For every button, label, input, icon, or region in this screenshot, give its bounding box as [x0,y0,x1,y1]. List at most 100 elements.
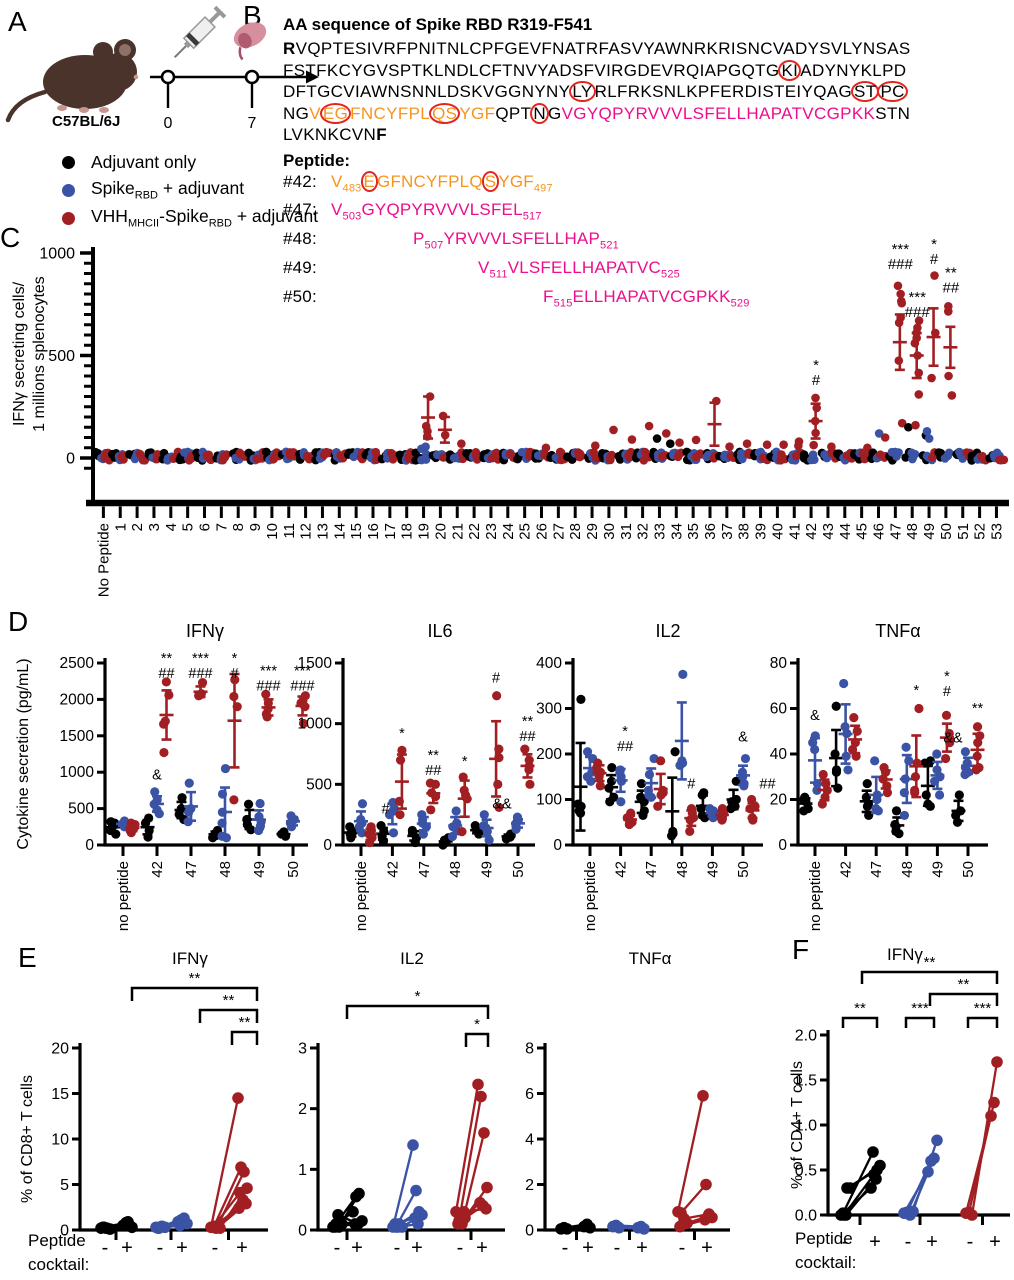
svg-text:***: *** [260,663,277,679]
svg-text:-: - [967,1231,974,1253]
svg-text:##: ## [943,280,960,297]
sequence-segment: YGF [459,103,496,123]
f-x-axis-row-label: Peptide cocktail: [795,1229,856,1272]
svg-text:cocktail:: cocktail: [795,1253,856,1272]
svg-text:42: 42 [613,861,630,878]
svg-text:500: 500 [68,801,94,818]
svg-text:% of CD4+ T cells: % of CD4+ T cells [789,1061,806,1189]
svg-text:+: + [236,1237,248,1259]
svg-text:49: 49 [921,523,938,540]
mouse-icon [5,39,139,123]
svg-text:25: 25 [517,523,534,540]
svg-text:1000: 1000 [298,716,333,733]
svg-text:+: + [582,1237,594,1259]
svg-text:*: * [622,724,628,740]
c-category-47 [885,281,907,465]
svg-text:15: 15 [348,523,365,540]
legend-dot-icon [62,183,75,197]
svg-text:0.0: 0.0 [795,1208,817,1225]
peptide-id: #42: [283,171,317,191]
timepoint-day7 [244,69,260,85]
svg-text:**: ** [223,992,235,1009]
svg-text:***: *** [911,1000,929,1017]
c-category-1 [108,448,129,465]
svg-text:48: 48 [447,861,464,878]
sequence-segment: V [309,103,321,123]
svg-text:###: ### [188,666,212,682]
svg-text:###: ### [256,678,280,694]
svg-text:47: 47 [643,861,660,878]
svg-text:18: 18 [399,523,416,540]
aa-sequence-block: RVQPTESIVRFPNITNLCPFGEVFNATRFASVYAWNRKRI… [283,38,1013,146]
c-category-35 [682,435,706,465]
svg-text:52: 52 [972,523,989,540]
svg-text:16: 16 [365,523,382,540]
timepoint-day0 [160,69,176,85]
svg-text:###: ### [888,256,914,273]
svg-text:-: - [679,1237,686,1259]
svg-text:#: # [230,666,238,682]
c-category-20 [428,411,452,463]
svg-text:-: - [157,1237,164,1259]
group-legend: Adjuvant only SpikeRBD + adjuvant VHHMHCII… [62,148,318,232]
c-category-7 [212,449,231,465]
c-category-33 [649,429,671,463]
circled-residues: S [481,170,500,192]
svg-text:0: 0 [553,837,562,854]
circled-residues: PC [877,81,908,102]
svg-text:11: 11 [281,523,298,539]
svg-text:0: 0 [60,1223,69,1240]
svg-text:#: # [930,251,939,268]
svg-text:cocktail:: cocktail: [28,1255,89,1274]
day7-label: 7 [248,115,257,132]
legend-item: VHHMHCII-SpikeRBD + adjuvant [62,204,318,232]
svg-text:0: 0 [525,1223,534,1240]
svg-text:34: 34 [668,523,685,540]
sequence-segment: V [478,258,490,278]
svg-text:+: + [121,1237,133,1259]
circled-residues: N [530,102,549,124]
svg-text:&: & [738,729,748,745]
sequence-segment: V [331,171,343,191]
peptide-sequence: V511VLSFELLHAPATVC525 [478,258,680,280]
svg-text:5: 5 [60,1177,69,1194]
mouse-tail [5,89,48,123]
sequence-segment: Adjuvant only [91,151,197,172]
panel-label-f: F [792,934,810,965]
svg-text:+: + [476,1237,488,1259]
svg-text:36: 36 [702,523,719,540]
legend-label: VHHMHCII-SpikeRBD + adjuvant [91,206,318,230]
svg-text:**: ** [958,976,970,993]
sequence-segment: 517 [522,210,542,223]
peptide-sequence: V483 E GFNCYFPLQ S YGF497 [331,170,553,194]
peptide-row: #50: F515ELLHAPATVCGPKK529 [283,286,1013,315]
svg-text:###: ### [290,678,314,694]
sequence-segment: RLFRKSNLKPFERDISTEIYQAG [594,82,853,101]
svg-text:Peptide: Peptide [28,1231,86,1250]
svg-text:49: 49 [479,861,496,878]
circled-residues: EG [319,102,352,124]
svg-text:40: 40 [770,746,788,763]
c-category-6 [192,447,216,465]
c-category-38 [733,439,755,465]
svg-text:21: 21 [449,523,466,540]
c-category-30 [598,425,618,465]
svg-text:13: 13 [314,523,331,540]
svg-text:##: ## [617,739,633,755]
peptide-row: #49: V511VLSFELLHAPATVC525 [283,257,1013,286]
svg-text:20: 20 [770,792,788,809]
svg-text:1500: 1500 [298,655,333,672]
timeline: 0 7 [150,69,319,132]
sequence-segment: + adjuvant [231,206,319,227]
svg-text:50: 50 [285,861,302,878]
sequence-segment: VHH [91,206,128,227]
svg-text:51: 51 [955,523,972,540]
sequence-segment: YGF [498,171,534,191]
sequence-segment: 483 [342,181,362,194]
e-x-axis-row-label: Peptide cocktail: [28,1231,89,1274]
svg-text:9: 9 [247,523,264,531]
c-significance-annotations: *#***###***###*#**## [812,236,960,389]
svg-text:50: 50 [938,523,955,540]
